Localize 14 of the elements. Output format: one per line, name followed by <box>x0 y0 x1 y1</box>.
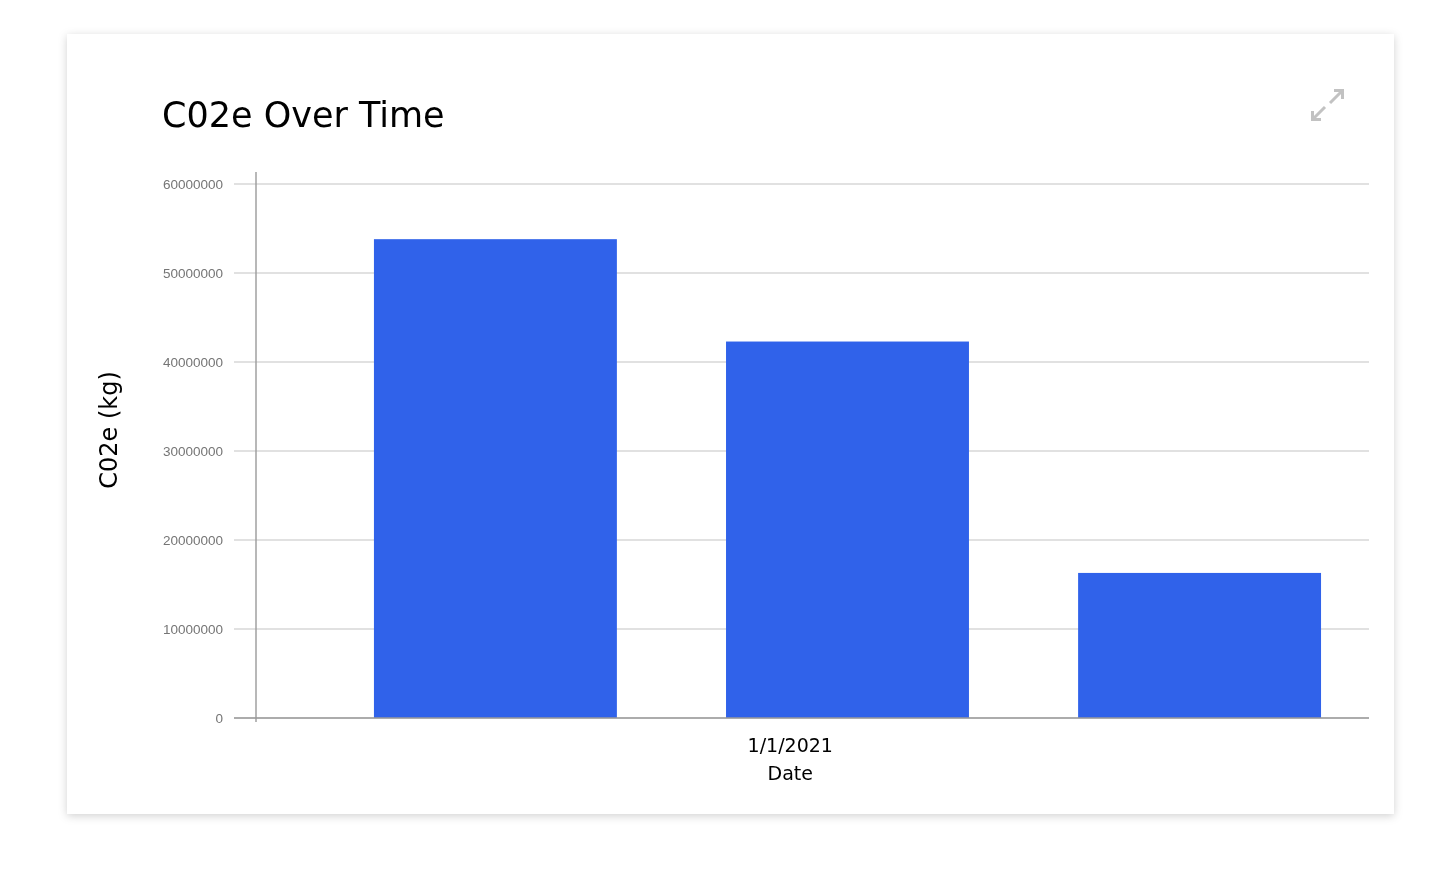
bar <box>1078 572 1322 718</box>
y-tick-label: 20000000 <box>162 532 223 548</box>
chart-title: C02e Over Time <box>162 95 445 135</box>
y-tick-label: 60000000 <box>162 176 223 192</box>
y-tick-label: 40000000 <box>162 354 223 370</box>
y-tick-label: 50000000 <box>162 265 223 281</box>
y-tick-label: 30000000 <box>162 443 223 459</box>
bar <box>373 239 617 718</box>
bar <box>726 341 969 718</box>
y-tick-label: 10000000 <box>162 621 223 637</box>
x-axis-title: Date <box>767 762 813 784</box>
y-tick-label: 0 <box>215 710 223 726</box>
y-axis-title: C02e (kg) <box>95 371 123 489</box>
text: 1/1/2021 <box>747 734 833 756</box>
